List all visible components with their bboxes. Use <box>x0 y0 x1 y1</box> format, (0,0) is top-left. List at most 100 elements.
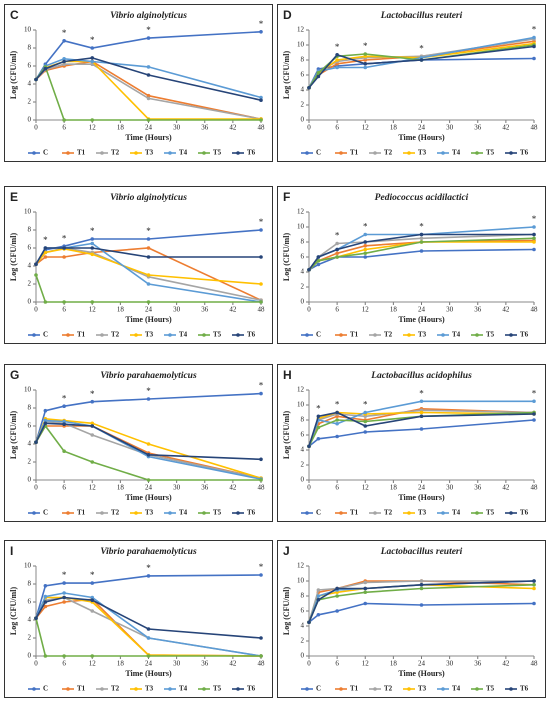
panel-border <box>277 4 546 162</box>
legend-marker <box>202 333 206 337</box>
data-point <box>90 654 95 658</box>
legend-label: T2 <box>111 509 120 517</box>
legend-label: C <box>43 149 48 157</box>
data-point <box>90 237 95 241</box>
x-tick-label: 36 <box>201 306 209 314</box>
data-point <box>363 65 368 70</box>
legend-marker <box>236 511 240 515</box>
x-tick-label: 6 <box>62 660 66 668</box>
data-point <box>532 44 536 49</box>
significance-mark: * <box>62 233 67 243</box>
legend-label: T6 <box>520 685 529 693</box>
data-point <box>316 588 321 592</box>
legend-marker <box>509 151 513 155</box>
x-tick-label: 42 <box>229 660 237 668</box>
legend-marker <box>236 333 240 337</box>
legend-marker <box>168 511 172 515</box>
y-tick-label: 0 <box>301 116 305 124</box>
series-line <box>35 274 261 303</box>
panel-label: H <box>283 368 292 382</box>
y-tick-label: 0 <box>301 652 305 660</box>
data-point <box>90 595 95 600</box>
legend-label: T3 <box>145 685 154 693</box>
x-tick-label: 36 <box>201 660 209 668</box>
chart-panel: I Vibrio parahaemolyticus Log (CFU/ml) Time… <box>4 540 273 698</box>
series-line <box>308 45 535 89</box>
x-tick-label: 0 <box>307 660 311 668</box>
significance-mark: * <box>335 231 340 241</box>
significance-mark: * <box>419 222 424 232</box>
y-tick-label: 10 <box>24 562 32 570</box>
data-point <box>146 282 151 286</box>
y-axis-label: Log (CFU/ml) <box>9 411 18 460</box>
series-line <box>35 247 261 265</box>
panel-label: J <box>283 544 290 558</box>
x-tick-label: 12 <box>362 660 370 668</box>
y-tick-label: 2 <box>28 458 32 466</box>
significance-mark: * <box>62 393 67 403</box>
legend-label: T3 <box>418 149 427 157</box>
data-point <box>43 246 48 250</box>
legend-marker <box>441 333 445 337</box>
significance-mark: * <box>419 43 424 53</box>
y-tick-label: 12 <box>297 208 305 216</box>
series-line <box>35 592 262 657</box>
data-point <box>34 77 38 82</box>
data-point <box>363 52 368 56</box>
data-point <box>259 636 263 640</box>
chart-title: Vibrio alginolyticus <box>110 193 187 203</box>
significance-mark: * <box>532 25 537 35</box>
x-tick-label: 30 <box>173 124 181 132</box>
data-point <box>259 478 263 482</box>
chart-title: Lactobacillus reuteri <box>380 547 463 557</box>
legend-label: T5 <box>486 509 495 517</box>
legend-label: T6 <box>520 331 529 339</box>
x-tick-label: 42 <box>502 124 510 132</box>
legend-marker <box>100 687 104 691</box>
y-axis-label: Log (CFU/ml) <box>282 51 291 100</box>
legend-marker <box>66 687 70 691</box>
x-tick-label: 12 <box>362 484 370 492</box>
legend-marker <box>66 333 70 337</box>
x-tick-label: 24 <box>145 306 153 314</box>
data-point <box>363 410 368 415</box>
data-point <box>316 425 321 430</box>
data-point <box>146 273 151 277</box>
y-tick-label: 6 <box>28 244 32 252</box>
data-point <box>307 267 311 272</box>
x-tick-label: 36 <box>201 124 209 132</box>
x-axis-label: Time (Hours) <box>125 669 172 678</box>
x-tick-label: 6 <box>62 484 66 492</box>
legend-marker <box>407 511 411 515</box>
data-point <box>259 255 263 259</box>
x-tick-label: 18 <box>390 484 398 492</box>
panel-label: E <box>10 190 18 204</box>
data-point <box>62 59 66 64</box>
x-tick-label: 42 <box>229 124 237 132</box>
y-tick-label: 12 <box>297 562 305 570</box>
legend-marker <box>339 687 343 691</box>
y-tick-label: 4 <box>28 616 32 624</box>
data-point <box>316 262 321 267</box>
chart-panel: D Lactobacillus reuteri Log (CFU/ml) Time (… <box>277 4 546 162</box>
significance-mark: * <box>259 19 264 29</box>
legend-label: T1 <box>350 149 359 157</box>
x-axis-label: Time (Hours) <box>398 133 445 142</box>
data-point <box>43 604 48 609</box>
chart-title: Lactobacillus acidophilus <box>370 371 472 381</box>
panel-border <box>4 540 273 698</box>
y-tick-label: 4 <box>301 268 305 276</box>
legend-label: T6 <box>247 509 256 517</box>
x-tick-label: 18 <box>390 306 398 314</box>
legend-marker <box>305 687 309 691</box>
y-tick-label: 0 <box>301 298 305 306</box>
y-tick-label: 4 <box>301 86 305 94</box>
series-line <box>35 422 262 461</box>
data-point <box>90 241 95 246</box>
data-point <box>259 573 263 577</box>
y-tick-label: 8 <box>301 416 305 424</box>
x-tick-label: 42 <box>502 484 510 492</box>
data-point <box>90 421 95 426</box>
data-point <box>62 57 66 61</box>
chart-panel: J Lactobacillus reuteri Log (CFU/ml) Time (… <box>277 540 546 698</box>
